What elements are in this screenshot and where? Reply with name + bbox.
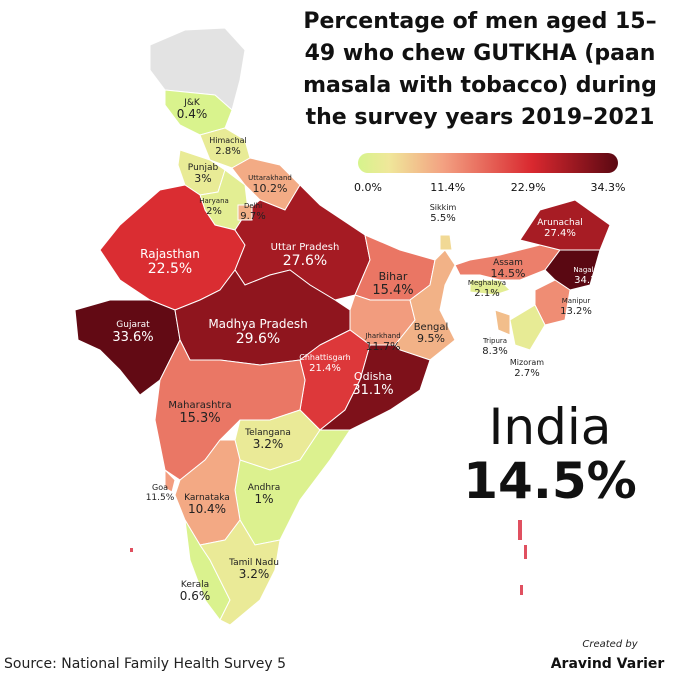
regions: [74, 89, 611, 626]
region-value: 11.5%: [146, 493, 175, 503]
region-value: 1%: [254, 492, 273, 506]
region-name: Himachal: [209, 136, 247, 145]
region-name: Goa: [152, 483, 168, 492]
region: [519, 199, 611, 251]
region-value: 2.7%: [514, 368, 539, 379]
region-name: Delhi: [244, 202, 262, 210]
region-value: 33.6%: [112, 330, 153, 345]
region: [237, 204, 253, 221]
region-value: 5.5%: [430, 213, 455, 224]
region-value: 2.8%: [215, 146, 240, 157]
region-value: 0.6%: [180, 589, 211, 603]
region-name: Meghalaya: [468, 279, 506, 287]
source: Source: National Family Health Survey 5: [4, 656, 287, 672]
region-value: 14.5%: [491, 267, 526, 280]
islands: [130, 520, 527, 595]
region-name: Tamil Nadu: [228, 558, 279, 568]
region-name: Telangana: [244, 428, 291, 438]
region-value: 8.3%: [482, 346, 507, 357]
region-name: Bihar: [379, 270, 408, 283]
region-value: 15.3%: [179, 411, 220, 426]
region-name: Arunachal: [537, 218, 582, 228]
region-value: 27.6%: [283, 253, 327, 269]
region-name: Haryana: [199, 197, 229, 205]
region-name: Punjab: [188, 163, 219, 173]
region-name: Gujarat: [116, 320, 150, 330]
region-name: Uttar Pradesh: [271, 242, 340, 253]
region-name: Madhya Pradesh: [208, 317, 307, 331]
legend-label: 34.3%: [591, 181, 626, 194]
region: [174, 439, 241, 546]
region-value: 0.4%: [177, 107, 208, 121]
region-name: Tripura: [482, 337, 507, 345]
island: [518, 520, 522, 540]
legend-label: 11.4%: [430, 181, 465, 194]
region-name: Kerala: [181, 580, 209, 590]
region-value: 3.2%: [239, 567, 270, 581]
legend-label: 0.0%: [354, 181, 382, 194]
region-name: Odisha: [354, 370, 392, 383]
region-value: 31.1%: [352, 383, 393, 398]
island: [520, 585, 523, 595]
legend: 0.0% 11.4% 22.9% 34.3%: [354, 153, 625, 194]
region: [318, 344, 431, 431]
region-name: Sikkim: [430, 203, 457, 212]
region-value: 21.4%: [309, 363, 341, 374]
region-name: Rajasthan: [140, 247, 200, 261]
region-value: 9.7%: [240, 211, 265, 222]
region-name: Karnataka: [184, 493, 230, 503]
region: [164, 468, 176, 493]
credit-author: Aravind Varier: [550, 656, 665, 672]
national-value: 14.5%: [463, 452, 637, 510]
region-value: 11.7%: [366, 340, 401, 353]
region-value: 22.5%: [148, 261, 192, 277]
region-value: 2.1%: [474, 288, 499, 299]
region-name: Jharkhand: [364, 332, 400, 340]
region-value: 13.2%: [560, 306, 592, 317]
region-value: 10.4%: [188, 502, 226, 516]
region: [469, 279, 511, 296]
region-value: 34.3%: [574, 275, 606, 286]
region-name: Manipur: [562, 297, 591, 305]
region: [494, 309, 511, 336]
region-value: 10.2%: [253, 182, 288, 195]
disputed-area: [149, 27, 246, 111]
colorbar: [358, 153, 618, 173]
credit-prefix: Created by: [582, 639, 638, 650]
region-value: 29.6%: [236, 331, 280, 347]
region-value: 3.2%: [253, 437, 284, 451]
region-value: 27.4%: [544, 228, 576, 239]
region-name: Maharashtra: [168, 400, 231, 411]
region-name: J&K: [183, 98, 201, 108]
region-name: Uttarakhand: [248, 174, 292, 182]
region-name: Chhattisgarh: [299, 353, 351, 362]
region: [199, 519, 281, 626]
region-name: Assam: [493, 258, 523, 268]
region-value: 15.4%: [372, 283, 413, 298]
title: Percentage of men aged 15–49 who chew GU…: [303, 9, 657, 130]
island: [524, 545, 527, 559]
region-name: Nagaland: [573, 266, 606, 274]
region: [509, 304, 546, 351]
region: [439, 234, 453, 251]
region-value: 3%: [194, 172, 211, 185]
national-name: India: [488, 398, 612, 456]
legend-label: 22.9%: [511, 181, 546, 194]
region-value: 2%: [206, 206, 222, 217]
region-value: 9.5%: [417, 332, 445, 345]
region-name: Bengal: [414, 322, 449, 333]
region-name: Mizoram: [510, 358, 544, 367]
island: [130, 548, 133, 552]
region-name: Andhra: [248, 483, 281, 493]
